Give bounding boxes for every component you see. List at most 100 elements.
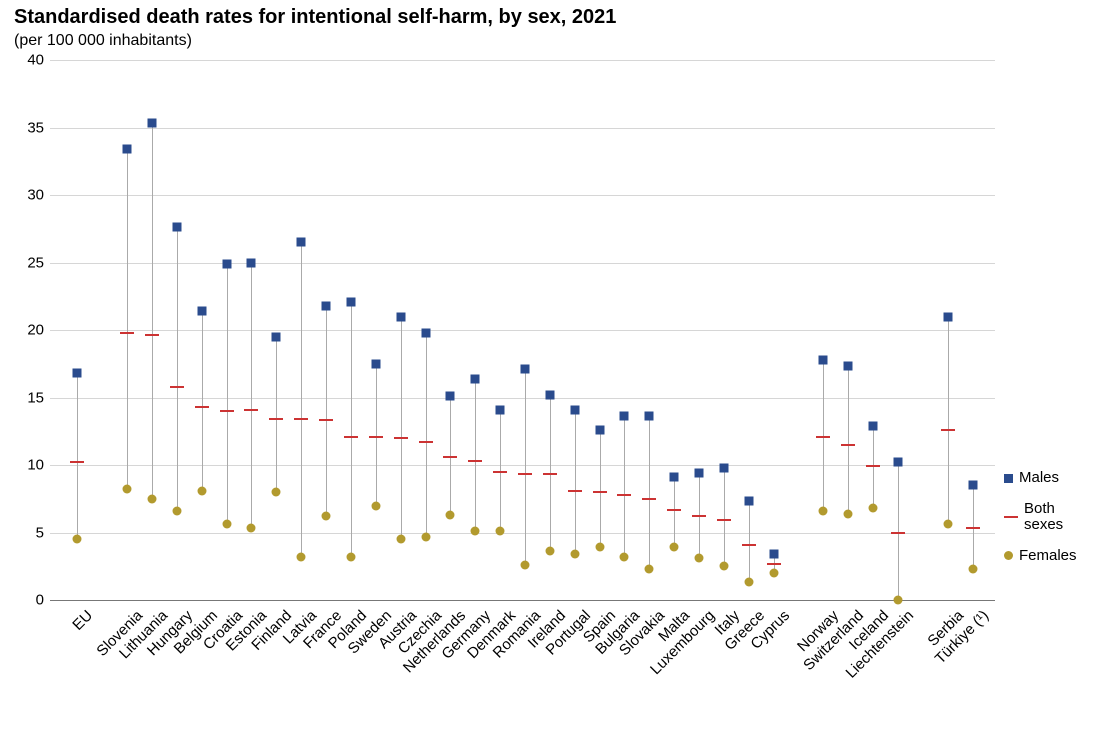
gridline [50, 330, 995, 331]
value-range-line [276, 337, 277, 492]
females-marker [421, 532, 430, 541]
both-marker [816, 436, 830, 438]
males-marker [869, 421, 878, 430]
y-tick-label: 10 [27, 457, 44, 474]
legend-label-both: Both sexes [1024, 501, 1094, 534]
gridline [50, 128, 995, 129]
males-marker [744, 497, 753, 506]
value-range-line [127, 149, 128, 489]
males-marker [147, 119, 156, 128]
males-marker [247, 258, 256, 267]
males-marker [272, 332, 281, 341]
females-marker [272, 488, 281, 497]
both-marker [394, 437, 408, 439]
gridline [50, 398, 995, 399]
both-marker [244, 409, 258, 411]
value-range-line [202, 311, 203, 491]
males-marker [545, 390, 554, 399]
both-marker [120, 332, 134, 334]
value-range-line [575, 410, 576, 554]
males-marker [670, 473, 679, 482]
both-marker [717, 519, 731, 521]
value-range-line [724, 468, 725, 567]
females-marker [769, 569, 778, 578]
males-marker [844, 362, 853, 371]
both-marker [568, 490, 582, 492]
females-marker [968, 564, 977, 573]
value-range-line [749, 501, 750, 582]
males-marker [322, 301, 331, 310]
females-marker [645, 564, 654, 573]
both-marker [419, 441, 433, 443]
both-marker [294, 418, 308, 420]
both-marker [269, 418, 283, 420]
females-marker [943, 520, 952, 529]
females-marker [346, 552, 355, 561]
both-marker [617, 494, 631, 496]
x-tick-label: EU [63, 600, 97, 634]
y-tick-label: 20 [27, 322, 44, 339]
males-marker [371, 359, 380, 368]
y-tick-label: 40 [27, 52, 44, 69]
both-marker [70, 461, 84, 463]
y-tick-label: 30 [27, 187, 44, 204]
females-marker [197, 486, 206, 495]
chart-subtitle: (per 100 000 inhabitants) [14, 32, 192, 50]
y-tick-label: 0 [36, 592, 44, 609]
both-marker [493, 471, 507, 473]
value-range-line [624, 416, 625, 556]
females-marker [73, 535, 82, 544]
males-marker [172, 223, 181, 232]
both-marker [767, 563, 781, 565]
females-marker [869, 504, 878, 513]
value-range-line [674, 477, 675, 547]
both-marker [593, 491, 607, 493]
females-marker [844, 509, 853, 518]
y-tick-label: 35 [27, 119, 44, 136]
males-marker [471, 374, 480, 383]
legend-item-males: Males [1004, 470, 1094, 487]
both-marker [195, 406, 209, 408]
both-marker [891, 532, 905, 534]
males-marker [123, 145, 132, 154]
legend-label-males: Males [1019, 470, 1059, 487]
both-marker [443, 456, 457, 458]
females-marker [471, 527, 480, 536]
chart-container: Standardised death rates for intentional… [0, 0, 1097, 741]
plot-area: 0510152025303540EUSloveniaLithuaniaHunga… [50, 60, 995, 600]
value-range-line [251, 263, 252, 529]
value-range-line [301, 242, 302, 557]
value-range-line [326, 306, 327, 517]
both-marker [170, 386, 184, 388]
females-marker [620, 552, 629, 561]
females-marker [570, 550, 579, 559]
value-range-line [376, 364, 377, 506]
value-range-line [77, 373, 78, 539]
males-marker [297, 238, 306, 247]
both-marker [667, 509, 681, 511]
both-marker [344, 436, 358, 438]
males-marker [73, 369, 82, 378]
males-marker [719, 463, 728, 472]
chart-title: Standardised death rates for intentional… [14, 6, 616, 29]
both-marker [642, 498, 656, 500]
males-marker [421, 328, 430, 337]
both-marker [518, 473, 532, 475]
gridline [50, 533, 995, 534]
y-tick-label: 5 [36, 524, 44, 541]
females-marker [695, 554, 704, 563]
both-marker [319, 419, 333, 421]
legend-item-females: Females [1004, 548, 1094, 565]
both-marker [468, 460, 482, 462]
value-range-line [401, 317, 402, 540]
value-range-line [848, 366, 849, 513]
both-marker [369, 436, 383, 438]
males-marker [620, 412, 629, 421]
females-marker [446, 510, 455, 519]
females-marker [744, 578, 753, 587]
males-marker [396, 312, 405, 321]
both-swatch [1004, 516, 1018, 518]
gridline [50, 195, 995, 196]
males-marker [645, 412, 654, 421]
females-marker [545, 547, 554, 556]
